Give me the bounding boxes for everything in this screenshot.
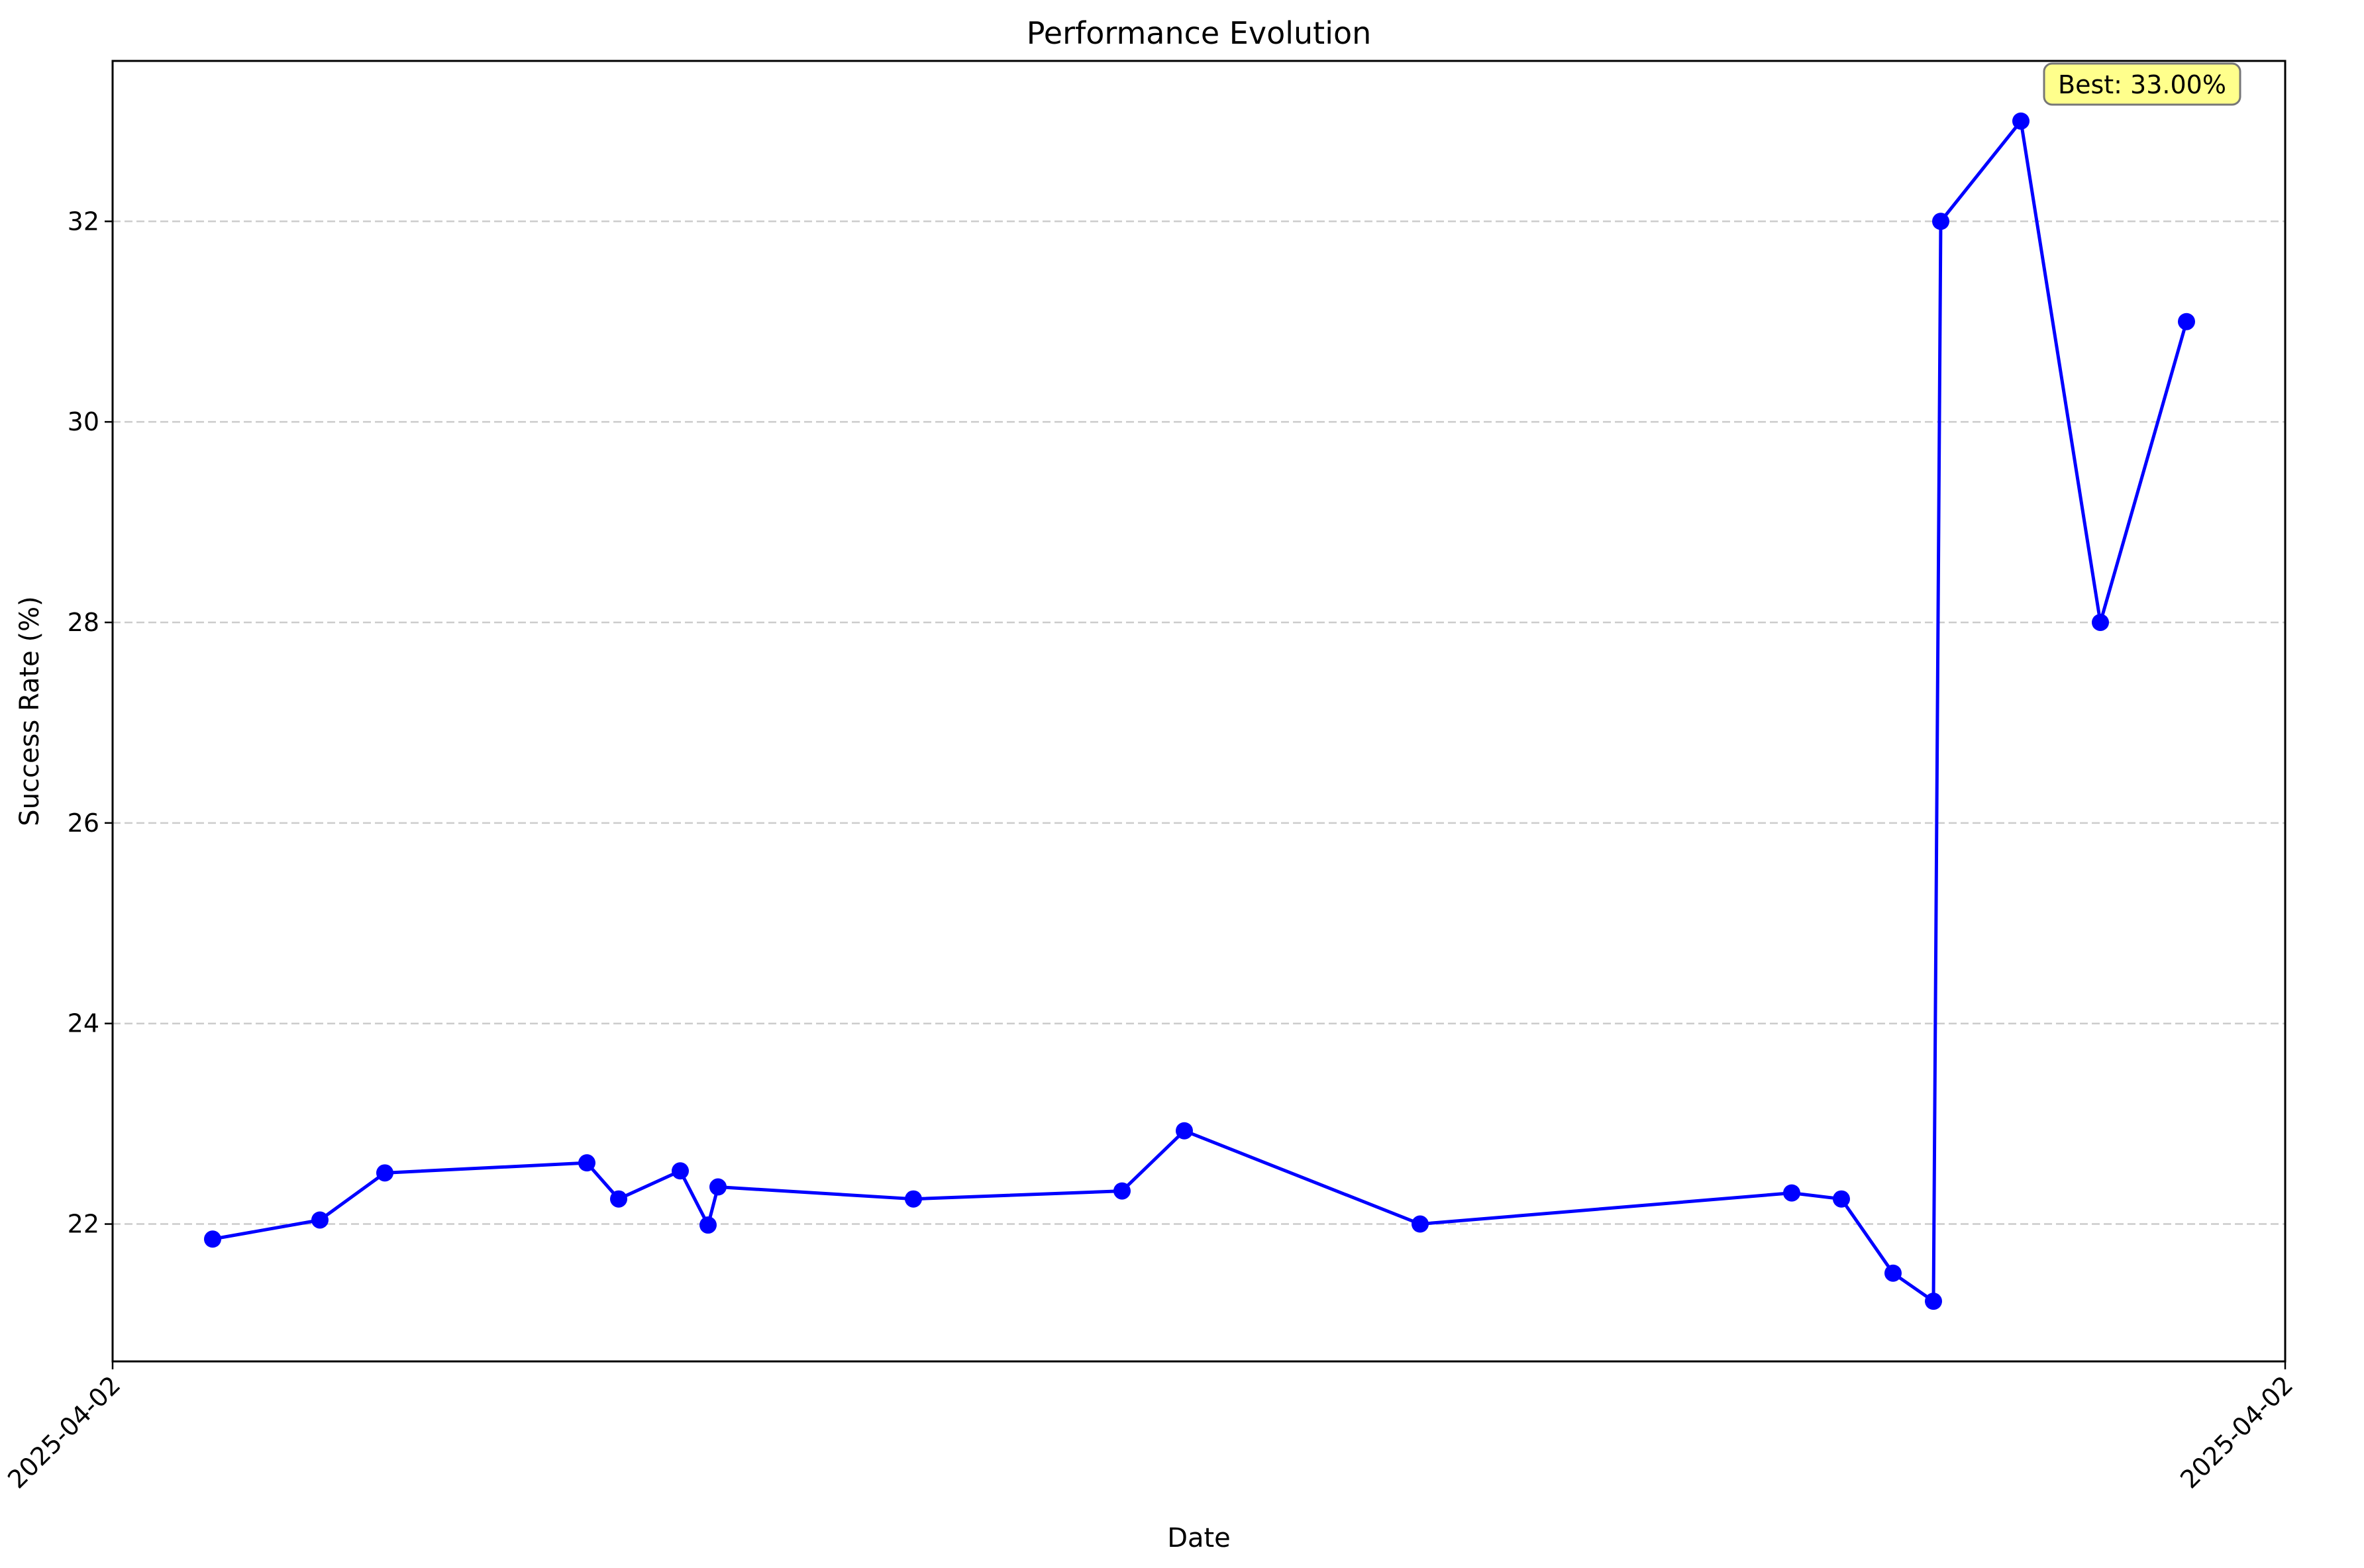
data-point xyxy=(1176,1122,1193,1140)
best-annotation-text: Best: 33.00% xyxy=(2058,70,2226,99)
data-point xyxy=(699,1216,717,1234)
y-tick-label: 24 xyxy=(68,1009,99,1038)
data-point xyxy=(578,1154,595,1172)
data-point xyxy=(1925,1293,1942,1310)
chart-title: Performance Evolution xyxy=(1027,15,1372,51)
best-annotation: Best: 33.00% xyxy=(2043,62,2241,106)
data-point xyxy=(2012,112,2030,130)
y-tick-label: 26 xyxy=(68,808,99,838)
data-point xyxy=(709,1178,727,1196)
data-point xyxy=(204,1230,221,1248)
y-axis-label: Success Rate (%) xyxy=(15,596,45,826)
y-tick-label: 28 xyxy=(68,608,99,637)
grid-lines xyxy=(113,220,2285,1225)
data-point xyxy=(1113,1182,1131,1200)
data-point xyxy=(376,1164,393,1182)
series-line-group xyxy=(204,112,2195,1310)
data-point xyxy=(311,1211,329,1229)
data-point xyxy=(1833,1190,1850,1208)
data-point xyxy=(1884,1264,1902,1282)
best-annotation-box xyxy=(2043,62,2241,106)
data-point xyxy=(1412,1215,1429,1233)
data-point xyxy=(2178,313,2195,330)
y-tick-label: 32 xyxy=(68,207,99,236)
y-tick-label: 30 xyxy=(68,407,99,436)
data-point xyxy=(2092,613,2109,631)
data-point xyxy=(1932,213,1949,230)
data-point xyxy=(1783,1184,1800,1202)
data-point xyxy=(905,1190,922,1208)
y-tick-label: 22 xyxy=(68,1210,99,1239)
y-axis-ticks: 22 24 26 28 30 32 xyxy=(68,207,113,1239)
data-point xyxy=(672,1162,689,1180)
data-point xyxy=(610,1190,627,1208)
plot-area-frame xyxy=(111,60,2287,1363)
x-axis-label: Date xyxy=(1167,1523,1231,1553)
